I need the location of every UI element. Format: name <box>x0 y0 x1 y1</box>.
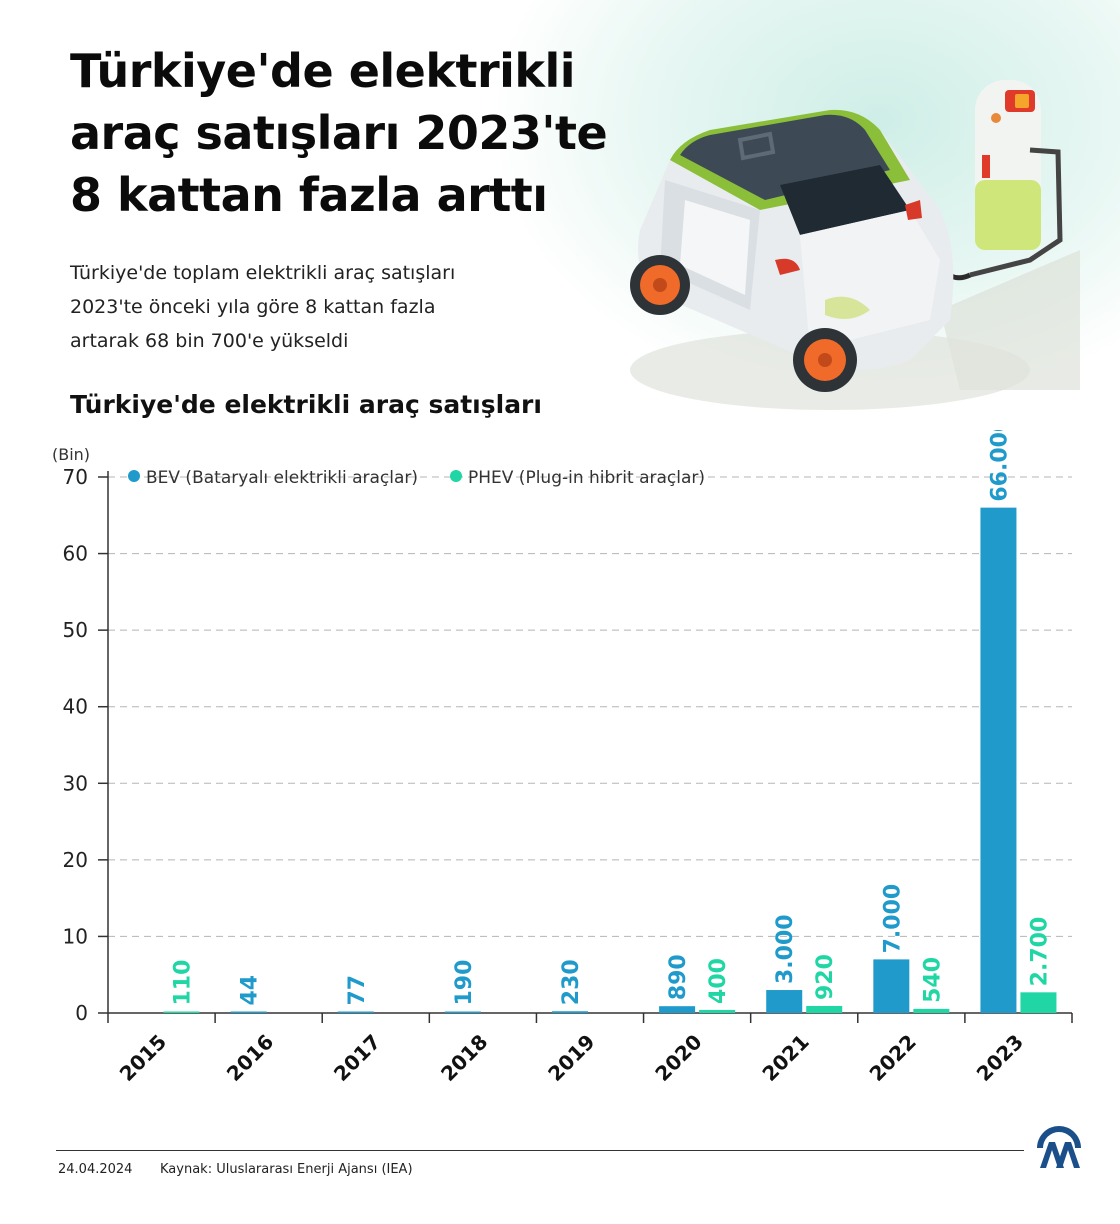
legend-bev-swatch <box>128 470 140 482</box>
bev-data-label: 66.000 <box>987 430 1012 502</box>
phev-data-label: 400 <box>706 958 731 1004</box>
x-tick-label: 2017 <box>329 1030 385 1086</box>
bev-bar <box>337 1011 374 1013</box>
x-tick-label: 2022 <box>865 1030 921 1086</box>
y-tick-label: 10 <box>63 924 88 948</box>
x-tick-label: 2021 <box>757 1030 813 1086</box>
phev-bar <box>913 1008 950 1013</box>
bev-data-label: 190 <box>452 960 477 1006</box>
chart-title: Türkiye'de elektrikli araç satışları <box>70 390 542 419</box>
bev-bar <box>659 1006 696 1013</box>
bev-bar <box>230 1011 267 1013</box>
phev-data-label: 920 <box>813 954 838 1000</box>
phev-data-label: 2.700 <box>1027 917 1052 987</box>
y-tick-label: 50 <box>63 618 88 642</box>
legend-bev-label: BEV (Bataryalı elektrikli araçlar) <box>146 468 418 488</box>
y-tick-label: 40 <box>63 695 88 719</box>
x-tick-label: 2019 <box>543 1030 599 1086</box>
bev-data-label: 7.000 <box>880 884 905 954</box>
footer-source: Kaynak: Uluslararası Enerji Ajansı (IEA) <box>160 1162 413 1177</box>
phev-data-label: 540 <box>920 957 945 1003</box>
bev-bar <box>552 1011 588 1013</box>
subtitle: Türkiye'de toplam elektrikli araç satışl… <box>70 262 456 352</box>
y-axis-unit-label: (Bin) <box>52 445 90 464</box>
bev-bar <box>444 1011 481 1013</box>
legend-phev-label: PHEV (Plug-in hibrit araçlar) <box>468 468 705 488</box>
headline: Türkiye'de elektrikli araç satışları 202… <box>70 44 608 222</box>
y-tick-label: 70 <box>63 465 88 489</box>
footer-date: 24.04.2024 <box>58 1162 133 1177</box>
x-tick-label: 2020 <box>650 1030 706 1086</box>
phev-data-label: 110 <box>171 960 196 1006</box>
bev-data-label: 230 <box>559 959 584 1005</box>
bev-data-label: 44 <box>238 975 263 1006</box>
bev-data-label: 3.000 <box>773 914 798 984</box>
x-tick-label: 2016 <box>222 1030 278 1086</box>
x-tick-label: 2018 <box>436 1030 492 1086</box>
legend-phev-swatch <box>450 470 462 482</box>
y-tick-label: 60 <box>63 542 88 566</box>
bev-data-label: 890 <box>666 954 691 1000</box>
x-tick-label: 2023 <box>972 1030 1028 1086</box>
bev-bar <box>980 507 1017 1013</box>
footer-divider <box>56 1150 1024 1151</box>
y-tick-label: 30 <box>63 771 88 795</box>
phev-bar <box>163 1011 200 1013</box>
phev-bar <box>806 1005 843 1013</box>
phev-bar <box>1020 992 1057 1013</box>
x-tick-label: 2015 <box>115 1030 171 1086</box>
bev-data-label: 77 <box>345 975 370 1006</box>
phev-bar <box>699 1009 736 1013</box>
aa-logo-icon <box>1037 1126 1081 1168</box>
y-tick-label: 0 <box>75 1001 88 1025</box>
electric-car-charging-icon <box>630 80 1080 410</box>
y-tick-label: 20 <box>63 848 88 872</box>
bev-bar <box>766 990 803 1013</box>
bev-bar <box>873 959 910 1013</box>
